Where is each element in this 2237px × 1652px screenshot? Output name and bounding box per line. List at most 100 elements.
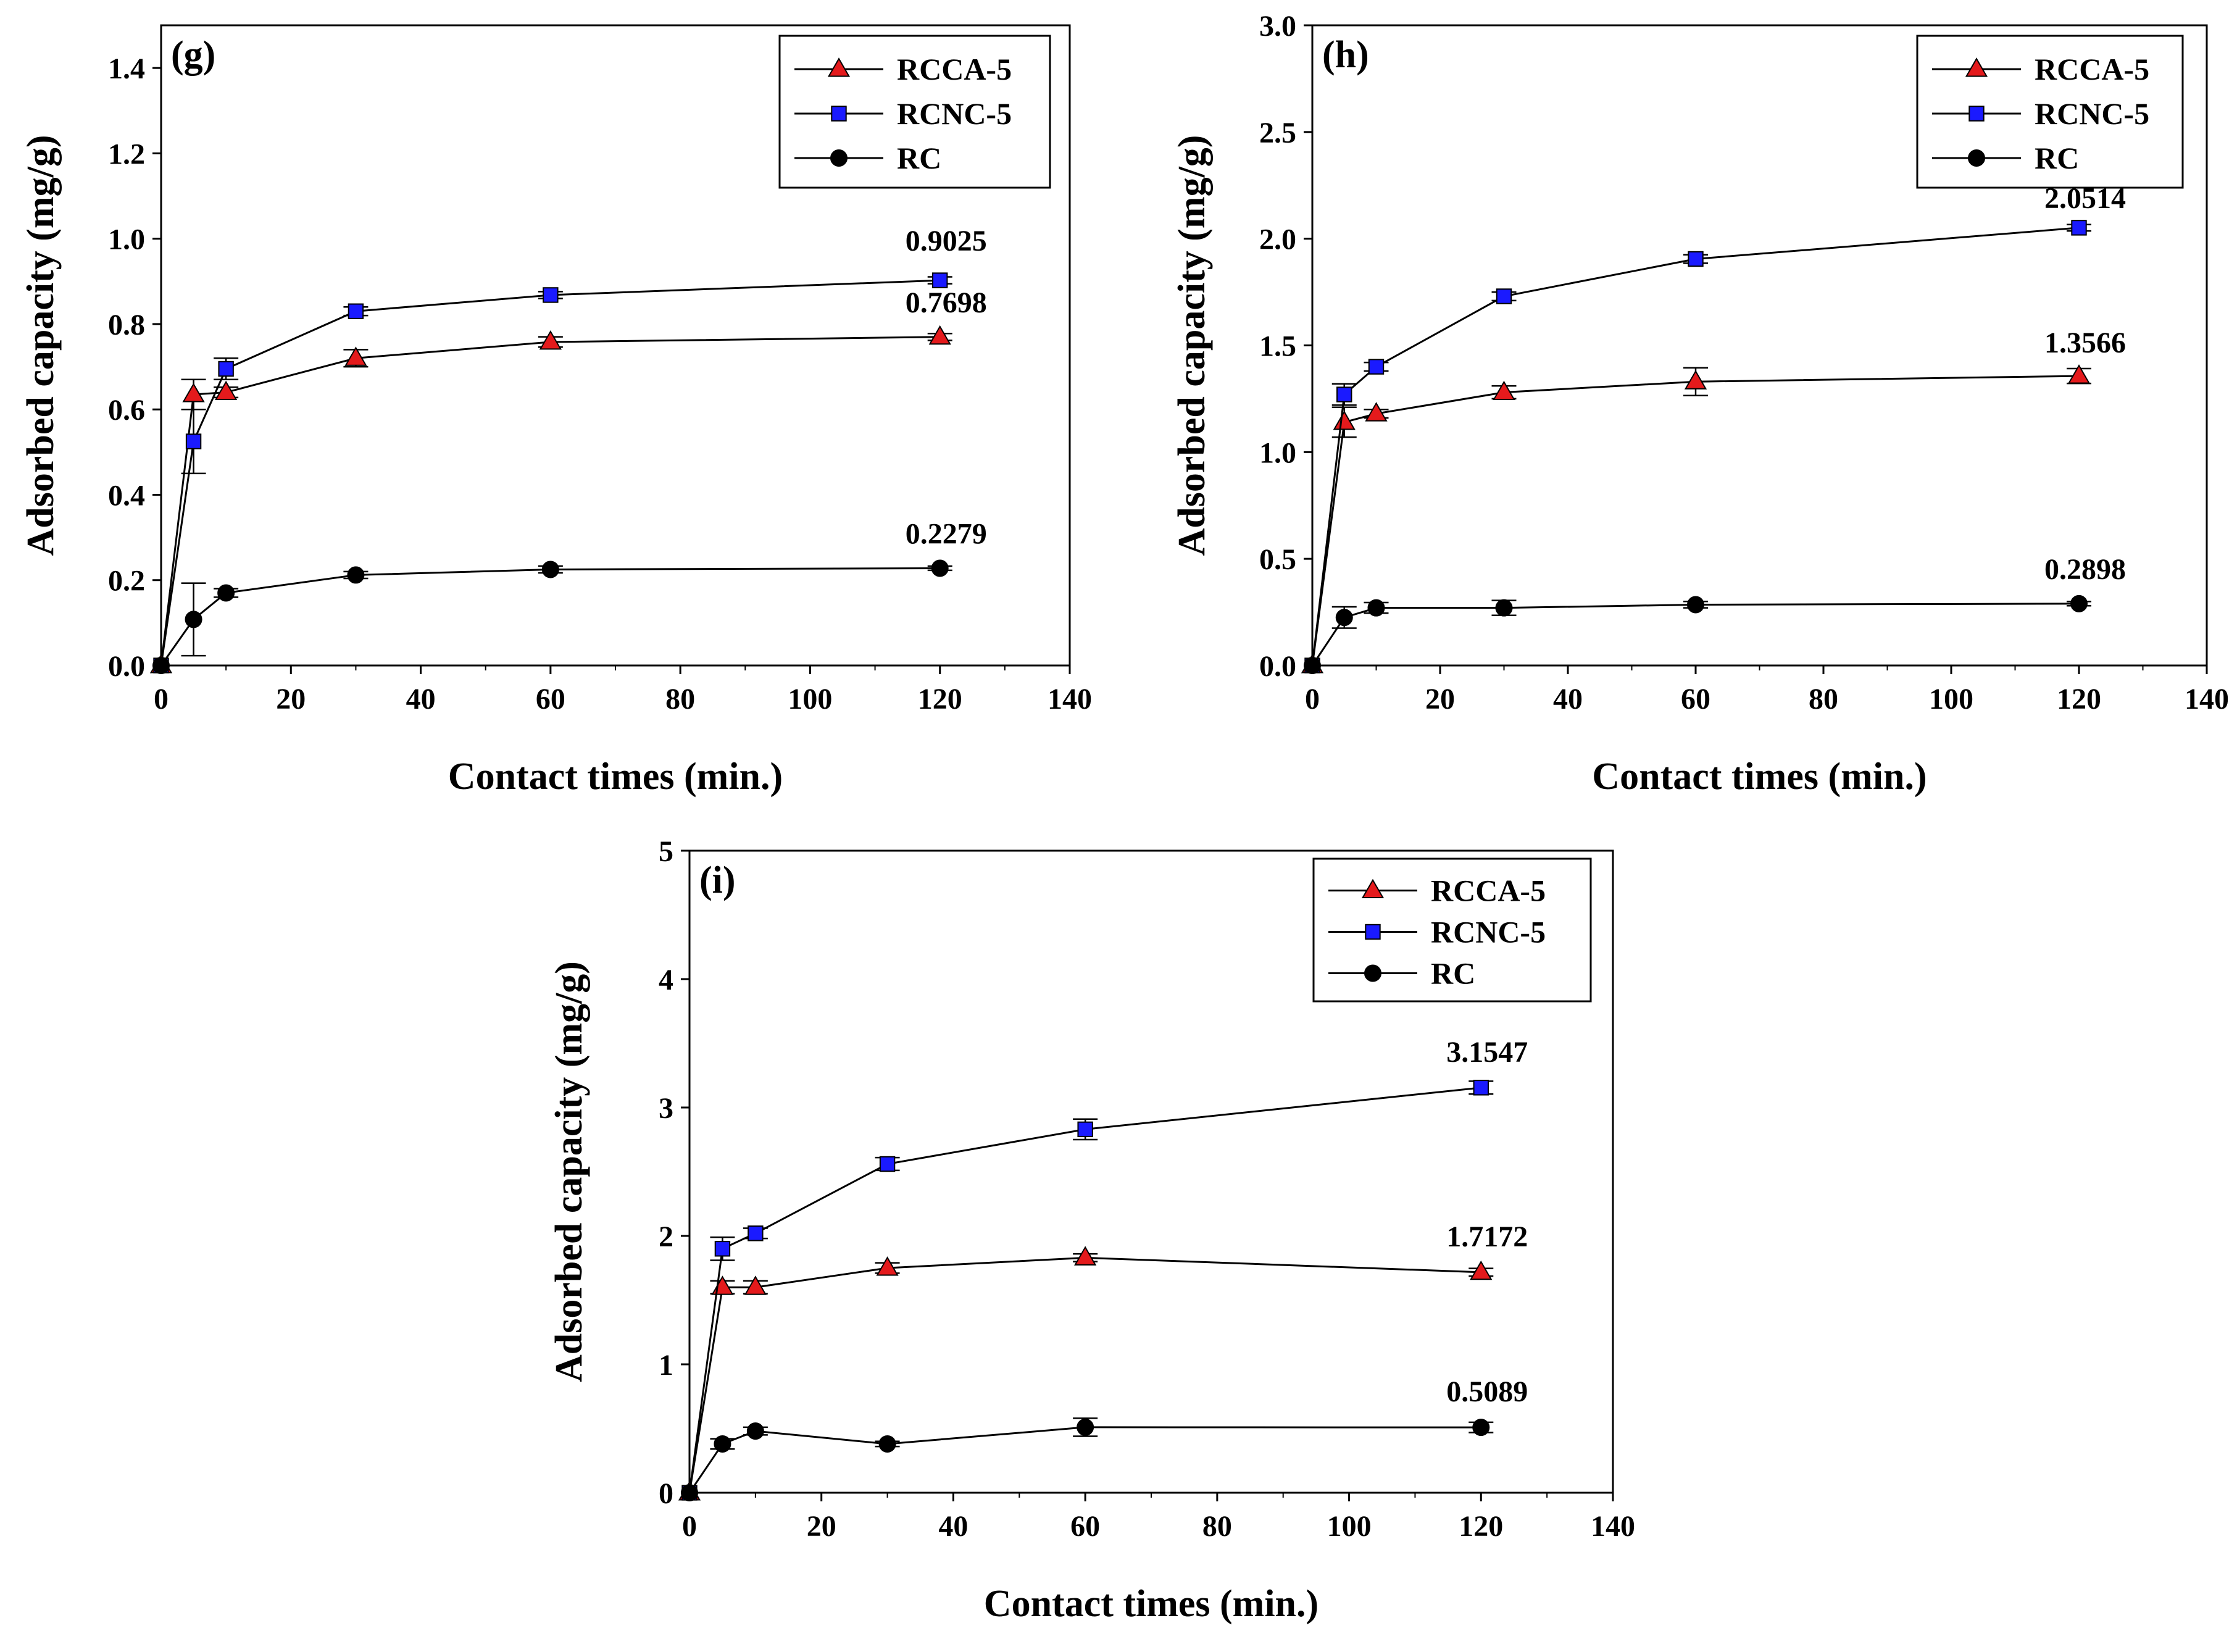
y-tick-label: 3.0: [1259, 10, 1296, 43]
legend-label: RCNC-5: [897, 96, 1012, 131]
data-point: [185, 611, 202, 628]
data-point: [1077, 1121, 1093, 1138]
x-tick-label: 40: [406, 683, 436, 715]
series-line: [1311, 227, 2080, 666]
legend-marker: [1364, 964, 1381, 982]
legend-label: RCNC-5: [1431, 915, 1546, 949]
y-tick-label: 0.0: [108, 650, 145, 683]
x-tick-label: 60: [1070, 1510, 1100, 1543]
data-point: [1493, 380, 1515, 401]
data-point: [931, 559, 949, 577]
legend: RCCA-5 RCNC-5 RC: [1312, 857, 1592, 1003]
x-tick-label: 0: [154, 683, 169, 715]
value-annotation: 0.2898: [2044, 553, 2126, 586]
x-tick-label: 140: [1591, 1510, 1635, 1543]
y-tick-label: 1.0: [108, 223, 145, 256]
legend-box: [778, 35, 1051, 189]
y-tick-label: 0.5: [1259, 543, 1296, 576]
x-axis-title: Contact times (min.): [984, 1583, 1318, 1625]
legend-label: RC: [897, 141, 941, 175]
series-RC: [1304, 594, 2091, 674]
data-point: [746, 1422, 764, 1440]
legend-marker: [830, 149, 848, 167]
series-RCCA-5: [149, 325, 952, 674]
data-point: [928, 325, 951, 345]
data-point: [1368, 359, 1385, 375]
x-tick-label: 20: [1425, 683, 1455, 715]
value-annotation: 1.3566: [2044, 327, 2126, 359]
series-RC: [152, 559, 952, 674]
x-tick-label: 100: [1929, 683, 1973, 715]
data-point: [932, 272, 948, 288]
y-axis-title: Adsorbed capacity (mg/g): [1171, 135, 1213, 556]
legend: RCCA-5 RCNC-5 RC: [778, 35, 1051, 189]
panel-label: (i): [699, 859, 736, 901]
y-tick-label: 1.4: [108, 52, 145, 85]
data-point: [2071, 220, 2087, 236]
x-tick-label: 120: [2057, 683, 2101, 715]
series-line: [688, 1426, 1481, 1493]
data-point: [879, 1156, 896, 1172]
chart-panel-0: 0 20 40 60 80 100 120 140 0.0 0.2 0.4 0.6 0.8 1.0 1.2 1…: [20, 24, 1092, 798]
series-line: [688, 1087, 1481, 1493]
data-point: [876, 1256, 899, 1276]
data-point: [1335, 609, 1353, 627]
x-tick-label: 140: [1048, 683, 1092, 715]
legend-marker: [1361, 878, 1385, 898]
series-line: [160, 567, 940, 666]
panel-label: (h): [1322, 34, 1369, 76]
x-tick-label: 100: [1327, 1510, 1372, 1543]
legend-marker: [1965, 57, 1988, 77]
legend-label: RC: [2035, 141, 2079, 175]
legend-label: RCCA-5: [1431, 874, 1546, 908]
legend-marker: [831, 106, 847, 122]
legend-label: RCCA-5: [2035, 52, 2149, 86]
y-tick-label: 0: [659, 1477, 673, 1510]
x-tick-label: 40: [1553, 683, 1583, 715]
x-tick-label: 80: [1809, 683, 1838, 715]
y-tick-label: 1.2: [108, 138, 145, 170]
data-point: [1473, 1080, 1489, 1096]
legend: RCCA-5 RCNC-5 RC: [1916, 35, 2184, 189]
legend-marker: [1968, 149, 1985, 167]
value-annotation: 1.7172: [1446, 1220, 1528, 1253]
x-tick-label: 60: [1681, 683, 1710, 715]
data-point: [2070, 594, 2088, 612]
data-point: [878, 1435, 896, 1453]
data-point: [1496, 288, 1512, 304]
x-tick-label: 120: [1459, 1510, 1503, 1543]
series-RCCA-5: [1301, 364, 2091, 674]
value-annotation: 0.5089: [1446, 1375, 1528, 1408]
legend-label: RCNC-5: [2035, 96, 2149, 131]
series-line: [160, 279, 940, 666]
data-point: [1688, 251, 1704, 267]
x-tick-label: 80: [665, 683, 695, 715]
data-point: [714, 1435, 731, 1453]
value-annotation: 3.1547: [1446, 1036, 1528, 1069]
x-tick-label: 20: [807, 1510, 836, 1543]
data-point: [1365, 402, 1388, 422]
y-tick-label: 4: [659, 964, 673, 996]
series-RCNC-5: [153, 272, 952, 674]
data-point: [1304, 657, 1321, 674]
data-point: [217, 584, 235, 602]
series-RCNC-5: [681, 1080, 1494, 1501]
legend-box: [1312, 857, 1592, 1003]
legend-label: RC: [1431, 956, 1475, 991]
data-point: [218, 361, 234, 377]
data-point: [185, 433, 202, 449]
data-point: [539, 330, 562, 350]
data-point: [1333, 411, 1356, 430]
data-point: [543, 287, 559, 303]
y-tick-label: 3: [659, 1092, 673, 1125]
chart-panel-2: 0 20 40 60 80 100 120 140 0 1 2 3 4 5 Contact times (m…: [548, 835, 1635, 1625]
y-tick-label: 0.2: [108, 565, 145, 598]
y-tick-label: 0.8: [108, 309, 145, 341]
data-point: [182, 383, 205, 403]
data-point: [744, 1275, 767, 1295]
y-axis-title: Adsorbed capacity (mg/g): [548, 961, 590, 1382]
legend-marker: [827, 57, 851, 77]
series-line: [688, 1256, 1481, 1493]
series-line: [1311, 603, 2080, 666]
legend-marker: [1968, 106, 1985, 122]
